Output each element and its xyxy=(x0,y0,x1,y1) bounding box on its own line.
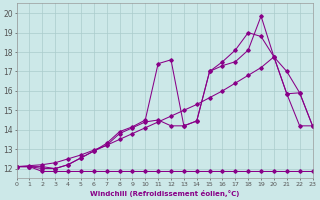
X-axis label: Windchill (Refroidissement éolien,°C): Windchill (Refroidissement éolien,°C) xyxy=(90,190,239,197)
